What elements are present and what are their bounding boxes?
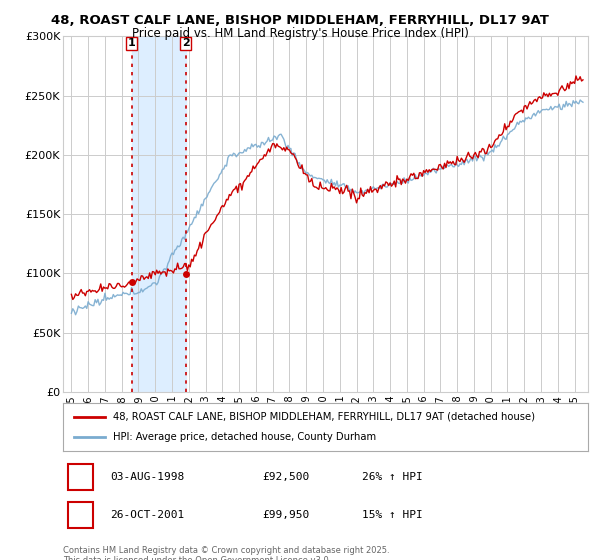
Text: £99,950: £99,950 [263, 510, 310, 520]
Text: Price paid vs. HM Land Registry's House Price Index (HPI): Price paid vs. HM Land Registry's House … [131, 27, 469, 40]
Text: HPI: Average price, detached house, County Durham: HPI: Average price, detached house, Coun… [113, 432, 376, 441]
Text: 03-AUG-1998: 03-AUG-1998 [110, 472, 185, 482]
Text: 1: 1 [128, 38, 136, 48]
Text: 1: 1 [76, 470, 85, 483]
Text: 26-OCT-2001: 26-OCT-2001 [110, 510, 185, 520]
Bar [131, 36, 186, 392]
Text: 15% ↑ HPI: 15% ↑ HPI [362, 510, 423, 520]
Text: 2: 2 [76, 508, 85, 521]
Text: £92,500: £92,500 [263, 472, 310, 482]
Text: 26% ↑ HPI: 26% ↑ HPI [362, 472, 423, 482]
Text: Contains HM Land Registry data © Crown copyright and database right 2025.
This d: Contains HM Land Registry data © Crown c… [63, 546, 389, 560]
Bar [68, 464, 94, 489]
Text: 48, ROAST CALF LANE, BISHOP MIDDLEHAM, FERRYHILL, DL17 9AT (detached house): 48, ROAST CALF LANE, BISHOP MIDDLEHAM, F… [113, 412, 535, 422]
Bar [68, 502, 94, 528]
Text: 48, ROAST CALF LANE, BISHOP MIDDLEHAM, FERRYHILL, DL17 9AT: 48, ROAST CALF LANE, BISHOP MIDDLEHAM, F… [51, 14, 549, 27]
Text: 2: 2 [182, 38, 190, 48]
